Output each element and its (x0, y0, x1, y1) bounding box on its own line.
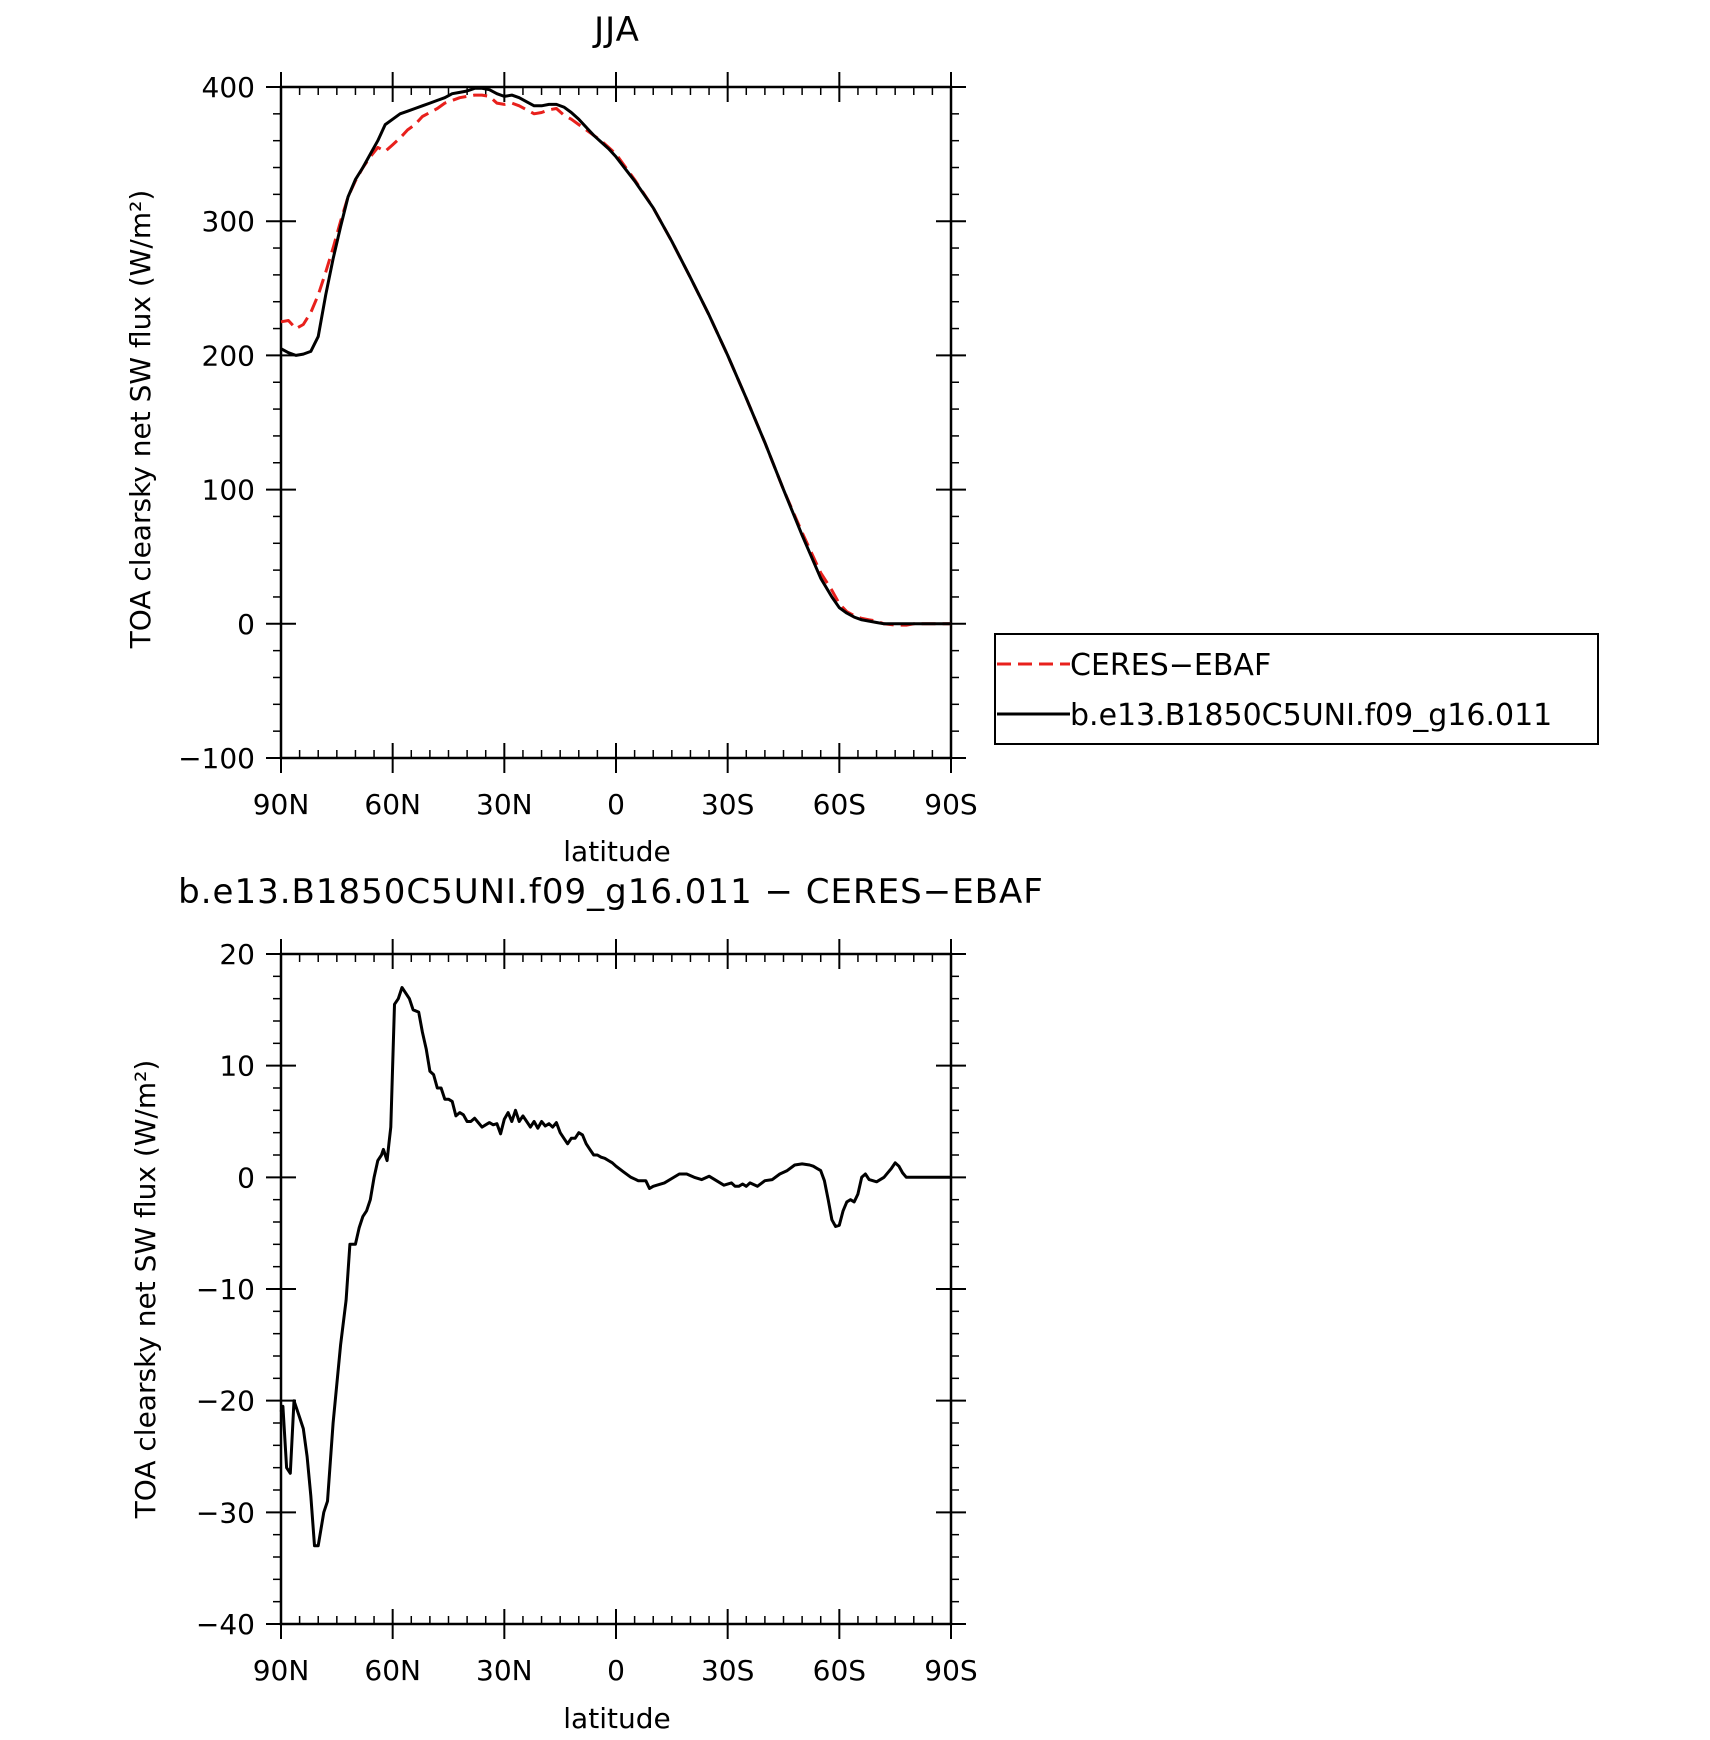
legend: CERES−EBAF b.e13.B1850C5UNI.f09_g16.011 (994, 633, 1599, 745)
legend-label-model: b.e13.B1850C5UNI.f09_g16.011 (1070, 698, 1552, 733)
y-axis-label: TOA clearsky net SW flux (W/m²) (129, 1060, 162, 1520)
x-tick-label: 0 (607, 788, 625, 821)
x-tick-label: 0 (607, 1654, 625, 1687)
y-tick-label: −40 (196, 1608, 255, 1641)
y-tick-labels: 20 10 0 −10 −20 −30 −40 (196, 938, 255, 1641)
series-line-model (279, 986, 951, 1548)
x-tick-label: 30N (476, 1654, 533, 1687)
x-tick-label: 90S (924, 1654, 977, 1687)
difference-chart-title: b.e13.B1850C5UNI.f09_g16.011 − CERES−EBA… (178, 872, 1044, 912)
x-tick-label: 60S (813, 1654, 866, 1687)
series-line-model (280, 86, 951, 626)
x-tick-label: 30S (701, 788, 754, 821)
x-tick-labels: 90N 60N 30N 0 30S 60S 90S (253, 788, 978, 821)
x-tick-label: 90S (924, 788, 977, 821)
y-axis-label: TOA clearsky net SW flux (W/m²) (124, 190, 157, 650)
x-tick-label: 60S (813, 788, 866, 821)
y-tick-label: −10 (196, 1273, 255, 1306)
y-tick-label: 0 (237, 608, 255, 641)
y-tick-label: 200 (202, 339, 255, 372)
y-tick-label: 400 (202, 71, 255, 104)
x-axis-label: latitude (563, 835, 670, 868)
x-tick-label: 60N (364, 1654, 421, 1687)
legend-label-ceres: CERES−EBAF (1070, 648, 1271, 683)
y-tick-label: −20 (196, 1385, 255, 1418)
y-tick-label: 10 (219, 1050, 255, 1083)
plot-area (266, 939, 966, 1639)
x-axis-label: latitude (563, 1702, 670, 1735)
y-tick-label: −30 (196, 1496, 255, 1529)
plot-frame (279, 952, 953, 1626)
y-tick-label: 0 (237, 1161, 255, 1194)
y-tick-labels: 400 300 200 100 0 −100 (178, 71, 255, 775)
y-tick-label: −100 (178, 742, 255, 775)
plot-area (266, 72, 966, 773)
x-tick-labels: 90N 60N 30N 0 30S 60S 90S (253, 1654, 978, 1687)
x-tick-label: 90N (253, 1654, 310, 1687)
legend-box (994, 633, 1599, 745)
y-tick-label: 20 (219, 938, 255, 971)
y-tick-label: 100 (202, 474, 255, 507)
x-tick-label: 30S (701, 1654, 754, 1687)
x-tick-label: 30N (476, 788, 533, 821)
series-line-ceres-ebaf (280, 93, 951, 627)
top-panel: JJA 90N 60N 30N 0 30S 60S 90S 400 300 200 100 0 −10… (124, 10, 1599, 868)
chart-title: JJA (592, 10, 640, 50)
x-tick-label: 60N (364, 788, 421, 821)
bottom-panel: b.e13.B1850C5UNI.f09_g16.011 − CERES−EBA… (129, 872, 1044, 1735)
y-tick-label: 300 (202, 205, 255, 238)
x-tick-label: 90N (253, 788, 310, 821)
plot-frame (279, 85, 953, 760)
